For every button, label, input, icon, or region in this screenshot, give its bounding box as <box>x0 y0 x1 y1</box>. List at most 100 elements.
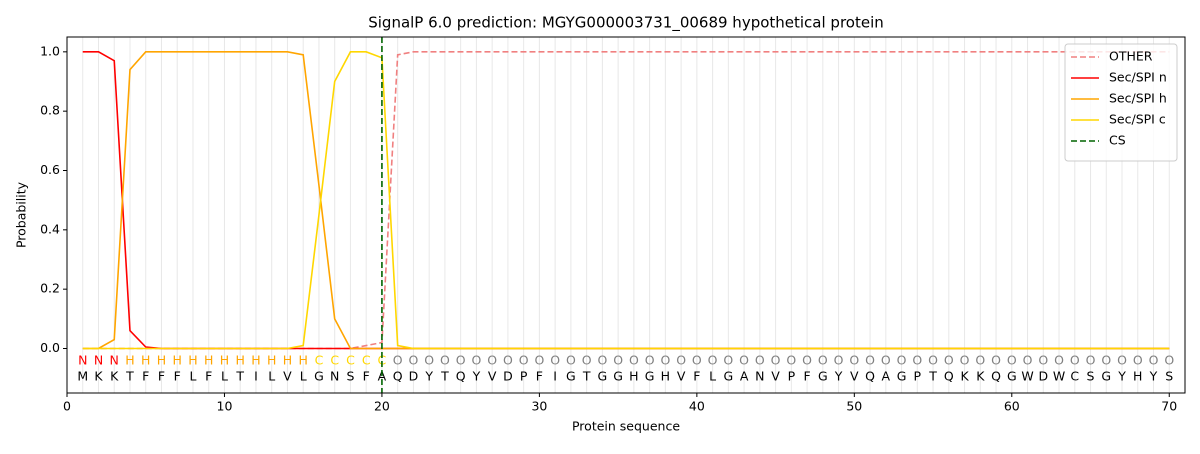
region-label: O <box>960 353 970 368</box>
x-tick-label: 70 <box>1161 399 1177 414</box>
y-tick-label: 0.8 <box>40 103 60 118</box>
region-label: O <box>676 353 686 368</box>
residue-label: F <box>693 369 700 384</box>
residue-label: P <box>914 369 922 384</box>
residue-label: S <box>346 369 354 384</box>
region-label: O <box>597 353 607 368</box>
region-label: N <box>110 353 119 368</box>
region-label: O <box>897 353 907 368</box>
residue-label: A <box>740 369 749 384</box>
region-label: O <box>1164 353 1174 368</box>
residue-label: V <box>488 369 497 384</box>
residue-label: F <box>158 369 165 384</box>
residue-label: T <box>440 369 449 384</box>
x-tick-label: 0 <box>63 399 71 414</box>
region-label: O <box>786 353 796 368</box>
region-label: H <box>283 353 292 368</box>
region-label: O <box>802 353 812 368</box>
legend-label: CS <box>1109 133 1126 148</box>
y-tick-label: 1.0 <box>40 43 60 58</box>
region-label: O <box>818 353 828 368</box>
residue-label: N <box>330 369 339 384</box>
region-label: H <box>204 353 213 368</box>
region-label: O <box>487 353 497 368</box>
residue-label: V <box>677 369 686 384</box>
legend-label: OTHER <box>1109 49 1153 64</box>
region-label: H <box>236 353 245 368</box>
x-tick-label: 40 <box>689 399 705 414</box>
region-label: C <box>378 353 387 368</box>
residue-label: P <box>520 369 528 384</box>
region-label: O <box>424 353 434 368</box>
region-label: H <box>267 353 276 368</box>
residue-label: F <box>803 369 810 384</box>
region-label: O <box>1038 353 1048 368</box>
residue-label: I <box>254 369 258 384</box>
series-line <box>82 51 1170 350</box>
region-label: O <box>912 353 922 368</box>
region-label: O <box>629 353 639 368</box>
region-label: H <box>157 353 166 368</box>
residue-label: K <box>976 369 985 384</box>
region-label: O <box>440 353 450 368</box>
residue-label: H <box>1133 369 1142 384</box>
region-label: O <box>393 353 403 368</box>
region-label: C <box>330 353 339 368</box>
region-label: N <box>78 353 87 368</box>
residue-label: T <box>235 369 244 384</box>
region-label: O <box>723 353 733 368</box>
legend-label: Sec/SPI n <box>1109 70 1167 85</box>
residue-label: W <box>1021 369 1033 384</box>
region-label: O <box>755 353 765 368</box>
residue-label: G <box>645 369 655 384</box>
region-label: O <box>566 353 576 368</box>
residue-label: Y <box>424 369 433 384</box>
region-label: H <box>188 353 197 368</box>
residue-label: H <box>661 369 670 384</box>
region-label: O <box>1133 353 1143 368</box>
region-label: H <box>173 353 182 368</box>
region-label: O <box>944 353 954 368</box>
residue-label: Y <box>1117 369 1126 384</box>
region-label: O <box>645 353 655 368</box>
residue-label: H <box>629 369 638 384</box>
residue-label: G <box>724 369 734 384</box>
region-label: O <box>1007 353 1017 368</box>
region-label: O <box>834 353 844 368</box>
residue-label: F <box>142 369 149 384</box>
region-label: O <box>471 353 481 368</box>
x-axis-label: Protein sequence <box>572 419 680 434</box>
residue-label: S <box>1165 369 1173 384</box>
region-label: H <box>141 353 150 368</box>
residue-label: L <box>709 369 716 384</box>
residue-label: F <box>174 369 181 384</box>
residue-label: D <box>503 369 513 384</box>
residue-label: G <box>566 369 576 384</box>
residue-label: V <box>850 369 859 384</box>
region-label: O <box>739 353 749 368</box>
y-tick-label: 0.2 <box>40 281 60 296</box>
plot-frame <box>66 36 1186 394</box>
residue-label: D <box>409 369 419 384</box>
residue-label: D <box>1038 369 1048 384</box>
region-label: H <box>298 353 307 368</box>
residue-label: Q <box>393 369 403 384</box>
region-label: O <box>1023 353 1033 368</box>
region-label: O <box>991 353 1001 368</box>
region-label: O <box>928 353 938 368</box>
region-label: O <box>881 353 891 368</box>
region-label: O <box>456 353 466 368</box>
region-label: O <box>660 353 670 368</box>
x-tick-label: 10 <box>217 399 233 414</box>
residue-label: G <box>1007 369 1017 384</box>
region-label: O <box>1086 353 1096 368</box>
region-label: O <box>849 353 859 368</box>
residue-label: L <box>268 369 275 384</box>
residue-label: W <box>1053 369 1065 384</box>
region-label: O <box>1117 353 1127 368</box>
region-label: O <box>771 353 781 368</box>
residue-label: M <box>77 369 88 384</box>
chart-title: SignalP 6.0 prediction: MGYG000003731_00… <box>368 14 884 33</box>
residue-label: V <box>283 369 292 384</box>
